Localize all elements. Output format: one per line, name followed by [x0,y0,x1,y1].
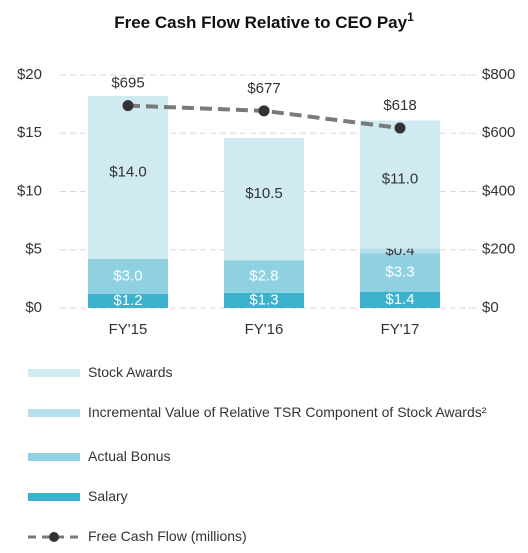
title-text: Free Cash Flow Relative to CEO Pay [114,13,407,32]
bar-segment [360,291,440,308]
bar-segment [360,120,440,249]
x-tick-label: FY'17 [381,321,420,338]
bar-segment [360,253,440,292]
legend-label: Salary [88,488,128,504]
value-label: $11.0 [382,170,418,187]
fcf-point [258,105,270,117]
legend-swatch [28,453,80,461]
x-tick-label: FY'16 [245,321,284,338]
y2-tick-label: $600 [482,124,515,141]
legend-label: Free Cash Flow (millions) [88,528,247,544]
value-label: $2.8 [249,268,278,285]
x-tick-label: FY'15 [109,321,148,338]
value-label: $10.5 [245,185,283,202]
bar-segment [88,95,168,260]
legend-label: Stock Awards [88,364,173,380]
value-label: $1.4 [385,291,414,308]
value-label: $14.0 [109,163,147,180]
y-tick-label: $20 [17,66,42,83]
legend-label: Incremental Value of Relative TSR Compon… [88,404,487,420]
bar-segment [360,248,440,254]
title-note: 1 [407,10,414,24]
fcf-label: $695 [111,75,144,92]
y-tick-label: $0 [25,299,42,316]
y-tick-label: $10 [17,182,42,199]
legend-swatch [28,369,80,377]
y-tick-label: $15 [17,124,42,141]
fcf-point [122,100,134,112]
bar-segment [88,259,168,295]
bar-segment [224,292,304,308]
bar-segment [88,294,168,308]
legend-swatch [28,493,80,501]
legend-marker [49,532,59,542]
y2-tick-label: $400 [482,182,515,199]
y-tick-label: $5 [25,241,42,258]
y2-tick-label: $200 [482,241,515,258]
value-label: $3.3 [385,263,414,280]
y2-tick-label: $0 [482,299,499,316]
bar-segment [224,137,304,261]
fcf-label: $618 [383,97,416,114]
value-label: $3.0 [113,268,142,285]
value-label: $1.2 [113,292,142,309]
fcf-label: $677 [247,80,280,97]
chart-title: Free Cash Flow Relative to CEO Pay1 [114,10,414,32]
y2-tick-label: $800 [482,66,515,83]
fcf-point [394,122,406,134]
value-label: $1.3 [249,291,278,308]
legend-label: Actual Bonus [88,448,171,464]
legend-swatch [28,409,80,417]
bar-segment [224,260,304,293]
